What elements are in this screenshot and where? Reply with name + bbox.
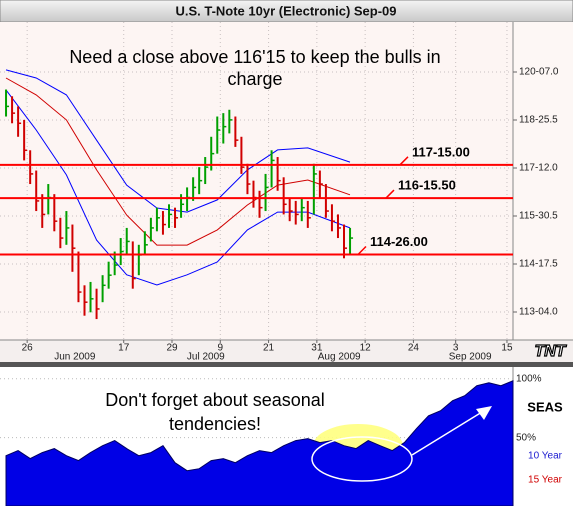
level-label: 116-15.50 [398, 178, 456, 193]
y-tick-label: 100% [516, 373, 542, 384]
plot-area [0, 22, 513, 340]
separator [0, 362, 573, 367]
x-tick-label: 29 [166, 343, 178, 354]
annotation: charge [227, 69, 282, 89]
annotation: tendencies! [169, 414, 261, 434]
x-tick-label: 21 [263, 343, 275, 354]
annotation: Need a close above 116'15 to keep the bu… [69, 47, 440, 67]
lower-chart: 100% 50% SEAS 10 Year 15 Year Don't forget ab… [0, 373, 563, 506]
y-tick-label: 50% [516, 432, 536, 443]
x-tick-label: 24 [408, 343, 420, 354]
circle-outline [311, 436, 413, 482]
y-tick-label: 117-12.0 [519, 163, 558, 174]
x-tick-label: 12 [360, 343, 372, 354]
annotation: Don't forget about seasonal [105, 390, 325, 410]
month-label: Sep 2009 [449, 352, 492, 363]
arrow-head [476, 406, 492, 420]
chart-title: U.S. T-Note 10yr (Electronic) Sep-09 [175, 3, 396, 18]
panel-title: SEAS [527, 399, 563, 414]
arrow-line [411, 411, 483, 456]
legend-label: 15 Year [528, 475, 563, 486]
band-line [5, 89, 351, 286]
month-label: Jun 2009 [54, 352, 96, 363]
y-tick-label: 113-04.0 [519, 307, 558, 318]
x-axis-area [0, 340, 573, 363]
legend-label: 10 Year [528, 451, 563, 462]
level-connector [399, 156, 409, 166]
y-axis-area [513, 22, 573, 340]
x-tick-label: 3 [453, 343, 459, 354]
level-connector [385, 189, 395, 199]
x-tick-label: 26 [22, 343, 34, 354]
logo: TNT [534, 343, 566, 360]
level-label: 114-26.00 [370, 234, 428, 249]
area [5, 380, 514, 506]
upper-chart: 120-07.0 118-25.5 117-12.0 115-30.5 114-17.5… [0, 22, 567, 363]
y-tick-label: 114-17.5 [519, 259, 558, 270]
x-tick-label: 31 [311, 343, 323, 354]
y-tick-label: 120-07.0 [519, 67, 559, 78]
x-tick-label: 9 [218, 343, 224, 354]
band-line [5, 69, 351, 213]
level-connector [357, 245, 367, 256]
y-tick-label: 118-25.5 [519, 115, 558, 126]
band-line [5, 77, 351, 246]
month-label: Jul 2009 [187, 352, 225, 363]
x-tick-label: 17 [118, 343, 130, 354]
y-tick-label: 115-30.5 [519, 211, 558, 222]
x-tick-label: 15 [501, 343, 513, 354]
level-label: 117-15.00 [412, 144, 470, 159]
month-label: Aug 2009 [318, 352, 361, 363]
